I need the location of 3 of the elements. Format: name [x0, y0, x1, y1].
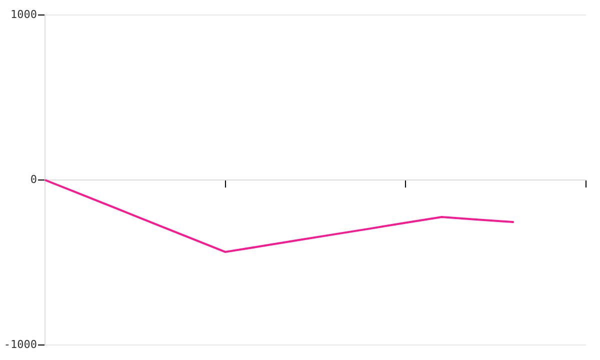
y-tick-label: -1000 — [4, 338, 37, 351]
y-tick-label: 0 — [30, 172, 37, 186]
y-tick-label: 1000 — [10, 8, 37, 21]
